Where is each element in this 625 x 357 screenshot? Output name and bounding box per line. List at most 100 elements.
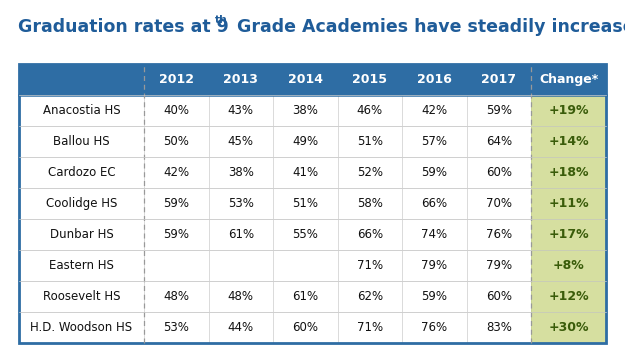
Bar bbox=[273, 188, 338, 219]
Text: 2015: 2015 bbox=[352, 73, 388, 86]
Text: 49%: 49% bbox=[292, 135, 318, 148]
Text: Cardozo EC: Cardozo EC bbox=[48, 166, 115, 179]
Bar bbox=[466, 157, 531, 188]
Bar bbox=[209, 95, 273, 126]
Bar bbox=[466, 126, 531, 157]
Bar bbox=[19, 312, 144, 343]
Text: Grade Academies have steadily increased  since 2012.: Grade Academies have steadily increased … bbox=[231, 18, 625, 36]
Bar bbox=[19, 188, 144, 219]
Text: 2013: 2013 bbox=[223, 73, 258, 86]
Text: 53%: 53% bbox=[228, 197, 254, 210]
Bar bbox=[531, 64, 606, 95]
Text: 43%: 43% bbox=[228, 104, 254, 117]
Text: 42%: 42% bbox=[421, 104, 447, 117]
Text: 2016: 2016 bbox=[417, 73, 452, 86]
Bar bbox=[402, 219, 466, 250]
Bar bbox=[144, 188, 209, 219]
Text: 57%: 57% bbox=[421, 135, 447, 148]
Text: 2014: 2014 bbox=[288, 73, 323, 86]
Text: +19%: +19% bbox=[548, 104, 589, 117]
Bar bbox=[19, 95, 144, 126]
Text: 71%: 71% bbox=[357, 259, 383, 272]
Bar bbox=[338, 64, 402, 95]
Bar bbox=[209, 250, 273, 281]
Bar bbox=[338, 219, 402, 250]
Bar bbox=[19, 250, 144, 281]
Text: 38%: 38% bbox=[292, 104, 318, 117]
Bar bbox=[531, 126, 606, 157]
Bar bbox=[19, 219, 144, 250]
Text: 60%: 60% bbox=[486, 290, 512, 303]
Text: 58%: 58% bbox=[357, 197, 382, 210]
Text: +11%: +11% bbox=[548, 197, 589, 210]
Bar bbox=[144, 64, 209, 95]
Bar bbox=[273, 250, 338, 281]
Text: 38%: 38% bbox=[228, 166, 254, 179]
Text: Change*: Change* bbox=[539, 73, 598, 86]
Bar bbox=[209, 157, 273, 188]
Bar bbox=[209, 126, 273, 157]
Text: Eastern HS: Eastern HS bbox=[49, 259, 114, 272]
Bar bbox=[338, 95, 402, 126]
Bar bbox=[466, 312, 531, 343]
Text: 50%: 50% bbox=[163, 135, 189, 148]
Text: 61%: 61% bbox=[228, 228, 254, 241]
Text: 79%: 79% bbox=[486, 259, 512, 272]
Text: 2017: 2017 bbox=[481, 73, 516, 86]
Text: Coolidge HS: Coolidge HS bbox=[46, 197, 117, 210]
Text: 45%: 45% bbox=[228, 135, 254, 148]
Text: 59%: 59% bbox=[421, 166, 447, 179]
Text: 76%: 76% bbox=[421, 321, 447, 334]
Bar bbox=[466, 219, 531, 250]
Text: 48%: 48% bbox=[228, 290, 254, 303]
Bar bbox=[19, 64, 144, 95]
Text: 60%: 60% bbox=[292, 321, 318, 334]
Bar bbox=[144, 250, 209, 281]
Bar bbox=[144, 281, 209, 312]
Text: 48%: 48% bbox=[163, 290, 189, 303]
Text: +18%: +18% bbox=[548, 166, 589, 179]
Bar bbox=[273, 281, 338, 312]
Text: 74%: 74% bbox=[421, 228, 447, 241]
Text: +8%: +8% bbox=[552, 259, 584, 272]
Text: +30%: +30% bbox=[548, 321, 589, 334]
Bar bbox=[531, 281, 606, 312]
Bar bbox=[531, 312, 606, 343]
Bar bbox=[466, 250, 531, 281]
Bar bbox=[531, 188, 606, 219]
Text: 55%: 55% bbox=[292, 228, 318, 241]
Bar bbox=[338, 250, 402, 281]
Text: +12%: +12% bbox=[548, 290, 589, 303]
Bar bbox=[144, 126, 209, 157]
Bar bbox=[402, 188, 466, 219]
Bar bbox=[466, 64, 531, 95]
Text: 53%: 53% bbox=[163, 321, 189, 334]
Bar bbox=[273, 219, 338, 250]
Text: +17%: +17% bbox=[548, 228, 589, 241]
Text: 61%: 61% bbox=[292, 290, 318, 303]
Text: 44%: 44% bbox=[228, 321, 254, 334]
Bar bbox=[273, 157, 338, 188]
Text: th: th bbox=[215, 15, 227, 25]
Text: 59%: 59% bbox=[421, 290, 447, 303]
Bar bbox=[466, 188, 531, 219]
Text: 59%: 59% bbox=[163, 197, 189, 210]
Bar bbox=[144, 312, 209, 343]
Bar bbox=[19, 157, 144, 188]
Bar bbox=[144, 157, 209, 188]
Text: 83%: 83% bbox=[486, 321, 512, 334]
Bar bbox=[273, 312, 338, 343]
Text: Ballou HS: Ballou HS bbox=[53, 135, 110, 148]
Bar bbox=[209, 219, 273, 250]
Text: 70%: 70% bbox=[486, 197, 512, 210]
Text: +14%: +14% bbox=[548, 135, 589, 148]
Text: 40%: 40% bbox=[163, 104, 189, 117]
Text: 79%: 79% bbox=[421, 259, 447, 272]
Bar bbox=[273, 126, 338, 157]
Bar bbox=[531, 157, 606, 188]
Bar bbox=[531, 95, 606, 126]
Bar bbox=[402, 281, 466, 312]
Text: 51%: 51% bbox=[292, 197, 318, 210]
Bar bbox=[402, 312, 466, 343]
Text: 66%: 66% bbox=[357, 228, 383, 241]
